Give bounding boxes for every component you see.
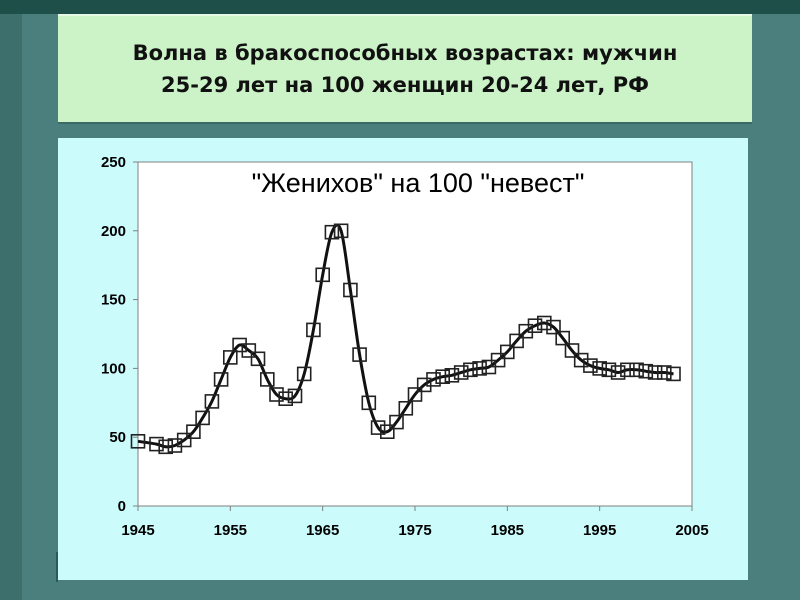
data-point-marker	[592, 361, 608, 376]
data-point-marker	[186, 424, 201, 440]
data-point-marker	[315, 267, 331, 283]
series-group	[130, 223, 681, 455]
data-point-marker	[398, 400, 414, 416]
y-tick-label: 0	[118, 498, 126, 515]
data-point-marker	[509, 333, 524, 349]
data-point-marker	[656, 365, 672, 380]
y-tick-label: 150	[101, 292, 126, 309]
data-point-marker	[232, 337, 247, 353]
data-point-marker	[555, 330, 571, 346]
slide-title-box: Волна в бракоспособных возрастах: мужчин…	[58, 14, 752, 122]
axes-group: 0 50 100 150 200 250 1945 1955 1965 1975 1985 1995 2…	[101, 154, 709, 539]
data-point-marker	[472, 361, 487, 376]
data-point-marker	[647, 365, 663, 380]
data-point-marker	[370, 420, 386, 435]
data-point-marker	[583, 358, 598, 373]
data-point-marker	[204, 394, 220, 409]
data-point-marker	[213, 372, 229, 387]
data-point-marker	[250, 351, 266, 367]
data-point-marker	[564, 343, 580, 358]
data-point-marker	[269, 387, 284, 402]
data-point-marker	[536, 315, 552, 331]
data-point-marker	[195, 410, 210, 426]
data-point-marker	[130, 433, 146, 449]
x-tick-label: 1985	[491, 522, 524, 539]
data-point-marker	[426, 372, 441, 387]
circuit-board-strip	[0, 0, 800, 14]
x-tick-label: 1945	[121, 522, 154, 539]
data-point-marker	[389, 414, 404, 430]
data-point-marker	[223, 350, 238, 365]
data-point-marker	[333, 223, 349, 239]
data-point-marker	[260, 372, 275, 387]
data-point-marker	[416, 377, 432, 393]
data-point-marker	[176, 432, 192, 448]
y-tick-label: 50	[109, 429, 126, 446]
plot-area	[137, 161, 693, 507]
y-tick-label: 200	[101, 223, 126, 240]
x-tick-label: 1995	[583, 522, 616, 539]
x-tick-label: 1975	[398, 522, 431, 539]
x-tick-label: 1965	[306, 522, 339, 539]
data-point-marker	[324, 224, 340, 240]
y-tick-label: 100	[101, 360, 126, 377]
data-point-marker	[601, 362, 617, 378]
data-point-marker	[444, 368, 460, 383]
data-point-marker	[296, 366, 312, 382]
data-point-marker	[278, 391, 293, 406]
data-point-marker	[666, 366, 681, 382]
data-point-marker	[158, 439, 173, 455]
data-point-marker	[629, 362, 644, 378]
data-point-marker	[453, 365, 469, 380]
data-point-marker	[287, 388, 303, 404]
data-point-marker	[149, 436, 164, 452]
data-point-marker	[379, 424, 395, 440]
chart-panel: "Женихов" на 100 "невест" 0 50 100 150 200 25…	[58, 138, 748, 580]
data-point-marker	[435, 369, 451, 384]
data-point-marker	[241, 343, 257, 358]
data-point-marker	[499, 344, 515, 360]
data-point-marker	[306, 322, 321, 338]
x-tick-label: 1955	[214, 522, 247, 539]
chart-title: "Женихов" на 100 "невест"	[252, 168, 585, 198]
data-point-marker	[546, 319, 561, 335]
data-point-marker	[573, 352, 589, 368]
slide-left-edge	[0, 14, 22, 600]
chart-svg: "Женихов" на 100 "невест" 0 50 100 150 200 25…	[101, 154, 709, 539]
y-tick-label: 250	[101, 154, 126, 171]
data-point-marker	[352, 347, 367, 362]
data-point-marker	[463, 362, 478, 378]
slide-title: Волна в бракоспособных возрастах: мужчин…	[132, 41, 678, 97]
data-point-marker	[638, 363, 654, 379]
data-point-marker	[407, 387, 423, 402]
data-point-marker	[610, 365, 626, 380]
data-point-marker	[620, 362, 635, 378]
data-point-marker	[527, 318, 543, 333]
data-point-marker	[490, 352, 506, 368]
data-point-marker	[518, 323, 534, 339]
decorative-bar	[56, 552, 58, 582]
data-point-marker	[343, 282, 358, 298]
data-point-marker	[361, 395, 377, 411]
x-tick-label: 2005	[675, 522, 708, 539]
data-point-marker	[167, 438, 183, 453]
